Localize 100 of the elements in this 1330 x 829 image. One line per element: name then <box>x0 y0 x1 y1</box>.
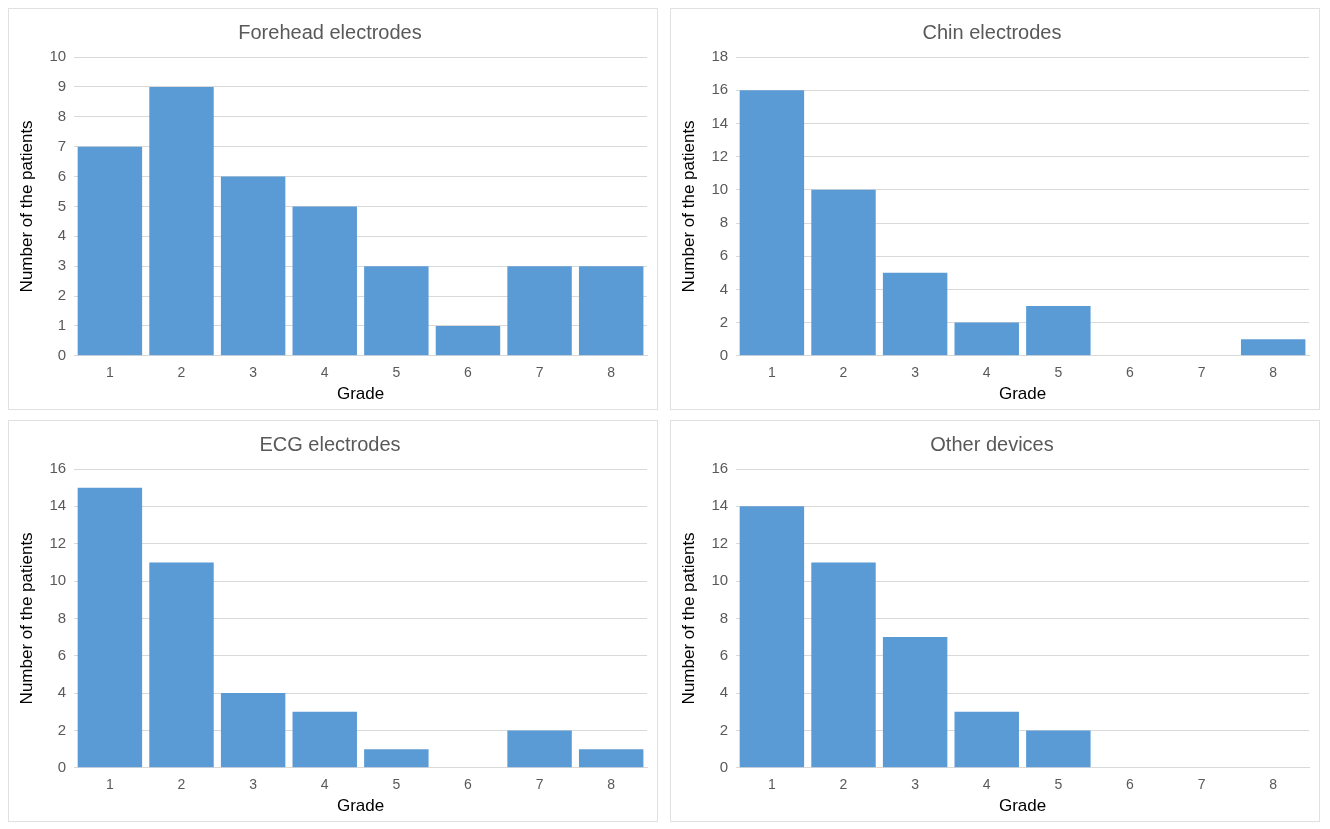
y-tick-label: 10 <box>49 571 67 589</box>
y-tick-label: 14 <box>711 496 729 514</box>
x-tick-label: 5 <box>1054 364 1063 381</box>
y-tick-label: 0 <box>719 345 729 363</box>
y-tick-label: 6 <box>719 246 729 264</box>
x-axis-title: Grade <box>998 796 1047 816</box>
y-tick-label: 2 <box>57 286 67 304</box>
x-tick-label: 5 <box>1054 776 1063 793</box>
bar <box>149 562 214 768</box>
y-tick-label: 12 <box>49 533 67 551</box>
y-tick-label: 0 <box>57 757 67 775</box>
bar <box>739 506 805 768</box>
y-tick-label: 12 <box>711 146 729 164</box>
bar <box>435 325 501 356</box>
bar <box>811 562 876 768</box>
bar <box>578 749 644 768</box>
y-axis-title: Number of the patients <box>678 532 698 705</box>
y-tick-label: 6 <box>57 166 67 184</box>
y-tick-label: 14 <box>49 496 67 514</box>
bar <box>220 693 286 768</box>
bar <box>507 266 572 356</box>
x-tick-label: 2 <box>177 364 186 381</box>
x-axis-title: Grade <box>336 796 385 816</box>
y-axis-title: Number of the patients <box>16 120 36 293</box>
y-tick-label: 10 <box>711 571 729 589</box>
x-tick-label: 4 <box>982 776 991 793</box>
bar <box>364 266 429 356</box>
x-tick-label: 1 <box>767 776 776 793</box>
bar <box>578 266 644 356</box>
y-axis-title: Number of the patients <box>678 120 698 293</box>
chart-title: Forehead electrodes <box>238 20 422 43</box>
bar <box>811 189 876 356</box>
bar <box>220 176 286 356</box>
y-tick-label: 4 <box>719 683 729 701</box>
x-tick-label: 1 <box>767 364 776 381</box>
y-tick-label: 8 <box>719 213 729 231</box>
x-tick-label: 4 <box>320 364 329 381</box>
bar <box>507 730 572 768</box>
bar <box>954 711 1019 768</box>
y-tick-label: 2 <box>719 312 729 330</box>
x-tick-label: 5 <box>392 364 401 381</box>
y-tick-label: 2 <box>719 720 729 738</box>
y-tick-label: 3 <box>57 256 67 274</box>
x-axis-title: Grade <box>336 384 385 404</box>
x-tick-label: 2 <box>839 364 848 381</box>
x-tick-label: 2 <box>177 776 186 793</box>
y-tick-label: 16 <box>49 459 67 477</box>
bar <box>954 322 1019 356</box>
x-tick-label: 3 <box>911 776 920 793</box>
bar <box>882 637 948 768</box>
x-tick-label: 7 <box>1197 364 1206 381</box>
x-tick-label: 4 <box>320 776 329 793</box>
y-tick-label: 16 <box>711 459 729 477</box>
bar <box>292 711 357 768</box>
x-tick-label: 7 <box>535 364 544 381</box>
chart-title: Other devices <box>930 432 1054 455</box>
y-tick-label: 4 <box>719 279 729 297</box>
y-axis-title: Number of the patients <box>16 532 36 705</box>
y-tick-label: 7 <box>57 136 67 154</box>
x-tick-label: 3 <box>911 364 920 381</box>
x-axis-title: Grade <box>998 384 1047 404</box>
bar <box>1026 730 1091 768</box>
y-tick-label: 5 <box>57 196 67 214</box>
x-tick-label: 1 <box>105 364 114 381</box>
x-tick-label: 3 <box>249 776 258 793</box>
x-tick-label: 1 <box>105 776 114 793</box>
bar <box>77 146 143 356</box>
x-tick-label: 6 <box>464 364 473 381</box>
bar <box>882 272 948 356</box>
y-tick-label: 16 <box>711 80 729 98</box>
x-tick-label: 8 <box>1269 364 1278 381</box>
bar <box>149 86 214 356</box>
y-tick-label: 10 <box>49 47 67 65</box>
chart-title: Chin electrodes <box>922 20 1062 43</box>
y-tick-label: 12 <box>711 533 729 551</box>
x-tick-label: 8 <box>1269 776 1278 793</box>
y-tick-label: 4 <box>57 683 67 701</box>
x-tick-label: 3 <box>249 364 258 381</box>
x-tick-label: 2 <box>839 776 848 793</box>
y-tick-label: 6 <box>719 645 729 663</box>
x-tick-label: 6 <box>1126 364 1135 381</box>
bar <box>1026 306 1091 356</box>
y-tick-label: 0 <box>719 757 729 775</box>
chart-title: ECG electrodes <box>259 432 401 455</box>
y-tick-label: 18 <box>711 47 729 65</box>
bar <box>364 749 429 768</box>
x-tick-label: 8 <box>607 776 616 793</box>
y-tick-label: 8 <box>57 608 67 626</box>
x-tick-label: 6 <box>464 776 473 793</box>
y-tick-label: 10 <box>711 179 729 197</box>
x-tick-label: 8 <box>607 364 616 381</box>
x-tick-label: 4 <box>982 364 991 381</box>
y-tick-label: 8 <box>57 106 67 124</box>
x-tick-label: 6 <box>1126 776 1135 793</box>
y-tick-label: 4 <box>57 226 67 244</box>
y-tick-label: 0 <box>57 345 67 363</box>
y-tick-label: 6 <box>57 645 67 663</box>
y-tick-label: 8 <box>719 608 729 626</box>
x-tick-label: 7 <box>535 776 544 793</box>
bar <box>739 90 805 356</box>
